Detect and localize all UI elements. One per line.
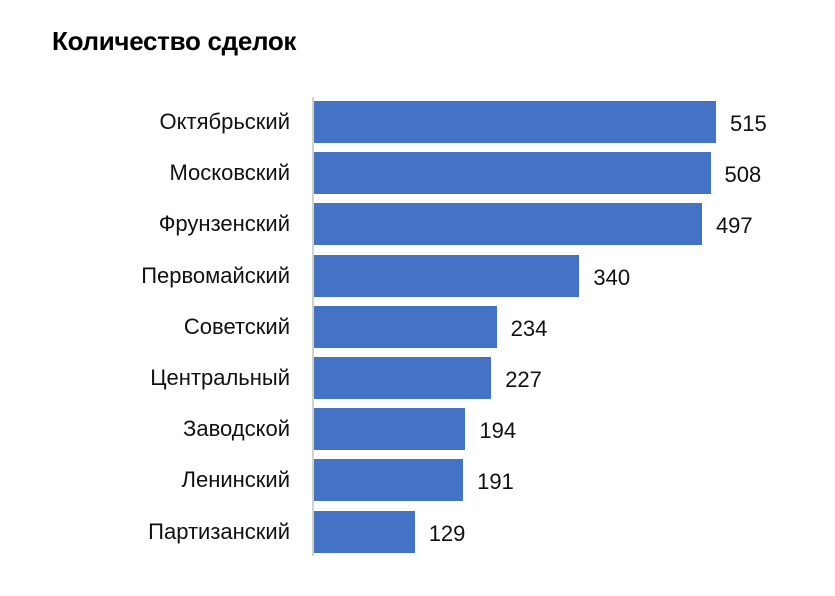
- category-label: Московский: [169, 160, 290, 186]
- bar-row: Заводской 194: [0, 408, 835, 451]
- bar: [314, 203, 702, 246]
- bar-row: Центральный 227: [0, 357, 835, 399]
- bar-row: Советский 234: [0, 305, 835, 348]
- bar: [314, 408, 466, 451]
- bar: [314, 459, 464, 502]
- value-label: 191: [477, 469, 514, 495]
- value-label: 194: [479, 418, 517, 444]
- category-label: Фрунзенский: [158, 211, 290, 237]
- category-label: Ленинский: [181, 467, 290, 493]
- chart-title: Количество сделок: [52, 26, 297, 56]
- category-label: Центральный: [150, 365, 290, 390]
- bar-row: Фрунзенский 497: [0, 203, 835, 246]
- bar: [314, 510, 415, 553]
- bar: [314, 254, 580, 297]
- value-label: 515: [730, 111, 767, 136]
- category-label: Первомайский: [141, 262, 290, 288]
- bar-row: Первомайский 340: [0, 254, 835, 297]
- bar-row: Ленинский 191: [0, 459, 835, 502]
- value-label: 497: [715, 213, 753, 239]
- bar: [314, 357, 492, 399]
- bar: [314, 152, 711, 195]
- category-label: Октябрьский: [159, 109, 290, 134]
- y-axis-line: [312, 97, 314, 556]
- bar-row: Октябрьский 515: [0, 101, 835, 143]
- bar: [314, 305, 497, 348]
- bar: [314, 101, 716, 143]
- value-label: 508: [724, 162, 762, 188]
- bar-row: Партизанский 129: [0, 510, 835, 553]
- category-label: Заводской: [183, 416, 290, 442]
- value-label: 340: [593, 264, 631, 290]
- value-label: 227: [505, 367, 542, 392]
- category-label: Партизанский: [148, 518, 290, 544]
- value-label: 129: [428, 520, 466, 546]
- bar-row: Московский 508: [0, 152, 835, 195]
- value-label: 234: [510, 315, 548, 341]
- category-label: Советский: [183, 313, 290, 339]
